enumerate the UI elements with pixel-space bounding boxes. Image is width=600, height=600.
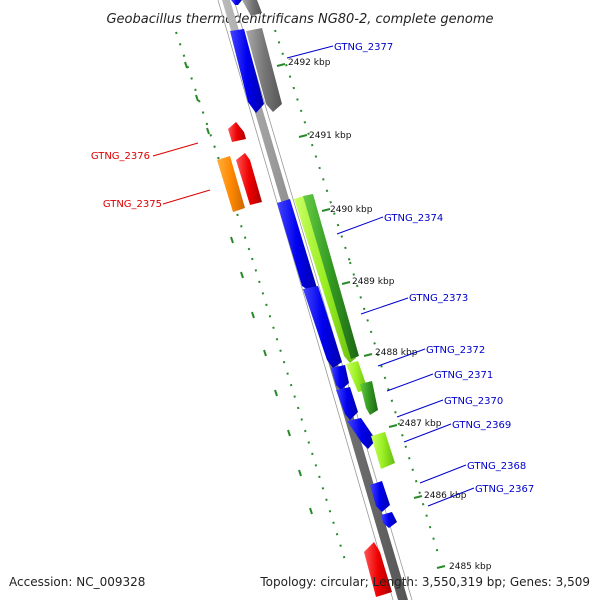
gene-gray-arrow [246,28,282,112]
reverse-callouts [152,142,211,205]
gene-GTNG_2369-green [371,432,395,469]
gene-label-GTNG_2376: GTNG_2376 [91,151,150,162]
map-title: Geobacillus thermodenitrificans NG80-2, … [106,12,493,27]
gene-partial-top-gray [242,0,262,16]
gene-label-GTNG_2369: GTNG_2369 [452,420,511,431]
accession-text: Accession: NC_009328 [9,575,145,589]
kbp-label-2487: 2487 kbp [399,419,442,429]
gene-GTNG_2371-green [360,381,378,415]
gene-GTNG_2370-arrow [336,387,358,420]
kbp-label-2486: 2486 kbp [424,491,467,501]
kbp-label-2485: 2485 kbp [449,562,492,572]
gene-GTNG_2367-arrow [381,512,397,528]
gene-label-GTNG_2372: GTNG_2372 [426,345,485,356]
gene-label-GTNG_2371: GTNG_2371 [434,370,493,381]
gene-bottom-red-arrow [364,542,392,597]
kbp-label-2491: 2491 kbp [309,131,352,141]
gene-GTNG_2374-arrow [277,199,317,292]
gene-red-arrow [236,153,262,205]
left-scale-ticks [184,61,313,515]
gene-label-GTNG_2374: GTNG_2374 [384,213,443,224]
outer-tick-ring [175,31,346,561]
gene-label-GTNG_2367: GTNG_2367 [475,484,534,495]
topology-text: Topology: circular; Length: 3,550,319 bp… [259,575,590,589]
kbp-label-2489: 2489 kbp [352,277,395,287]
gene-GTNG_2376-arrow [228,122,246,142]
kbp-label-2492: 2492 kbp [288,58,331,68]
gene-partial-top-blue [231,0,242,5]
gene-GTNG_2372-arrow [331,365,349,390]
gene-label-GTNG_2375: GTNG_2375 [103,199,162,210]
gene-label-GTNG_2373: GTNG_2373 [409,293,468,304]
gene-GTNG_2373-arrow [303,286,342,368]
gene-GTNG_2377-arrow [230,29,264,113]
kbp-label-2488: 2488 kbp [375,348,418,358]
gene-label-GTNG_2368: GTNG_2368 [467,461,526,472]
gene-label-GTNG_2377: GTNG_2377 [334,42,393,53]
inner-tick-ring [274,29,441,561]
kbp-tick-marks [276,63,446,569]
kbp-label-2490: 2490 kbp [330,205,373,215]
gene-label-GTNG_2370: GTNG_2370 [444,396,503,407]
gene-GTNG_2368-arrow [370,481,390,512]
gene-GTNG_2369-arrow [347,418,376,449]
gene-darkgreen-arrow [303,194,359,359]
forward-callouts [286,45,475,507]
gene-GTNG_2375-arrow [217,156,245,212]
